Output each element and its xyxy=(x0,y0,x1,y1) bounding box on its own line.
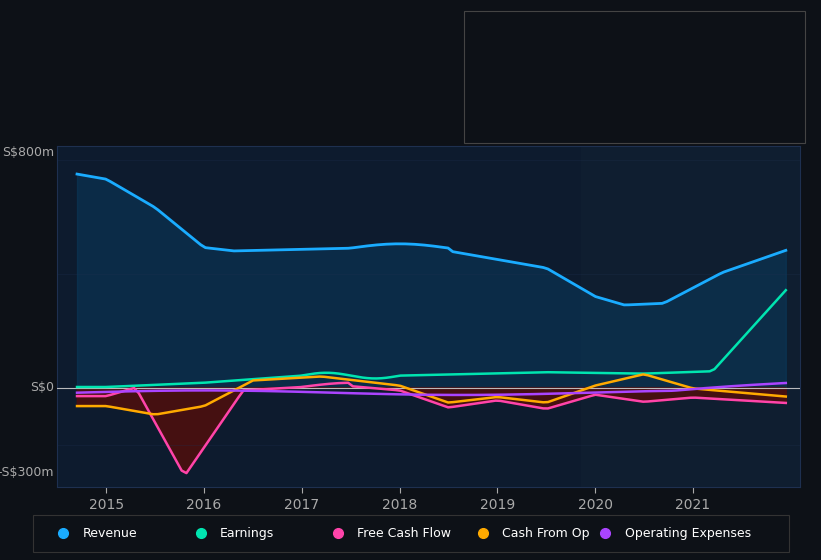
Text: S$800m: S$800m xyxy=(2,146,53,158)
Text: Cash From Op: Cash From Op xyxy=(478,110,560,123)
Text: /yr: /yr xyxy=(727,127,742,140)
Text: Cash From Op: Cash From Op xyxy=(502,527,590,540)
Text: -S$300m: -S$300m xyxy=(0,466,53,479)
Text: 39.8%: 39.8% xyxy=(624,78,665,91)
Text: Operating Expenses: Operating Expenses xyxy=(478,127,597,140)
Text: S$32.626m: S$32.626m xyxy=(624,127,698,140)
Text: /yr: /yr xyxy=(733,110,749,123)
Text: Free Cash Flow: Free Cash Flow xyxy=(478,94,566,107)
Text: Revenue: Revenue xyxy=(82,527,137,540)
Text: S$168.605m: S$168.605m xyxy=(624,63,707,76)
Text: Free Cash Flow: Free Cash Flow xyxy=(357,527,452,540)
Text: S$0: S$0 xyxy=(30,381,53,394)
Text: /yr: /yr xyxy=(736,40,752,53)
Text: Earnings: Earnings xyxy=(220,527,274,540)
Bar xyxy=(580,146,800,487)
Text: S$423.143m: S$423.143m xyxy=(624,40,706,53)
Text: -S$19.597m: -S$19.597m xyxy=(624,110,704,123)
Text: Earnings: Earnings xyxy=(478,63,529,76)
Text: /yr: /yr xyxy=(736,63,752,76)
Text: profit margin: profit margin xyxy=(672,78,749,91)
Text: -S$28.963m: -S$28.963m xyxy=(624,94,704,107)
Text: Operating Expenses: Operating Expenses xyxy=(625,527,750,540)
Text: Revenue: Revenue xyxy=(478,40,529,53)
Text: Jun 30 2021: Jun 30 2021 xyxy=(478,20,566,34)
Text: /yr: /yr xyxy=(733,94,749,107)
